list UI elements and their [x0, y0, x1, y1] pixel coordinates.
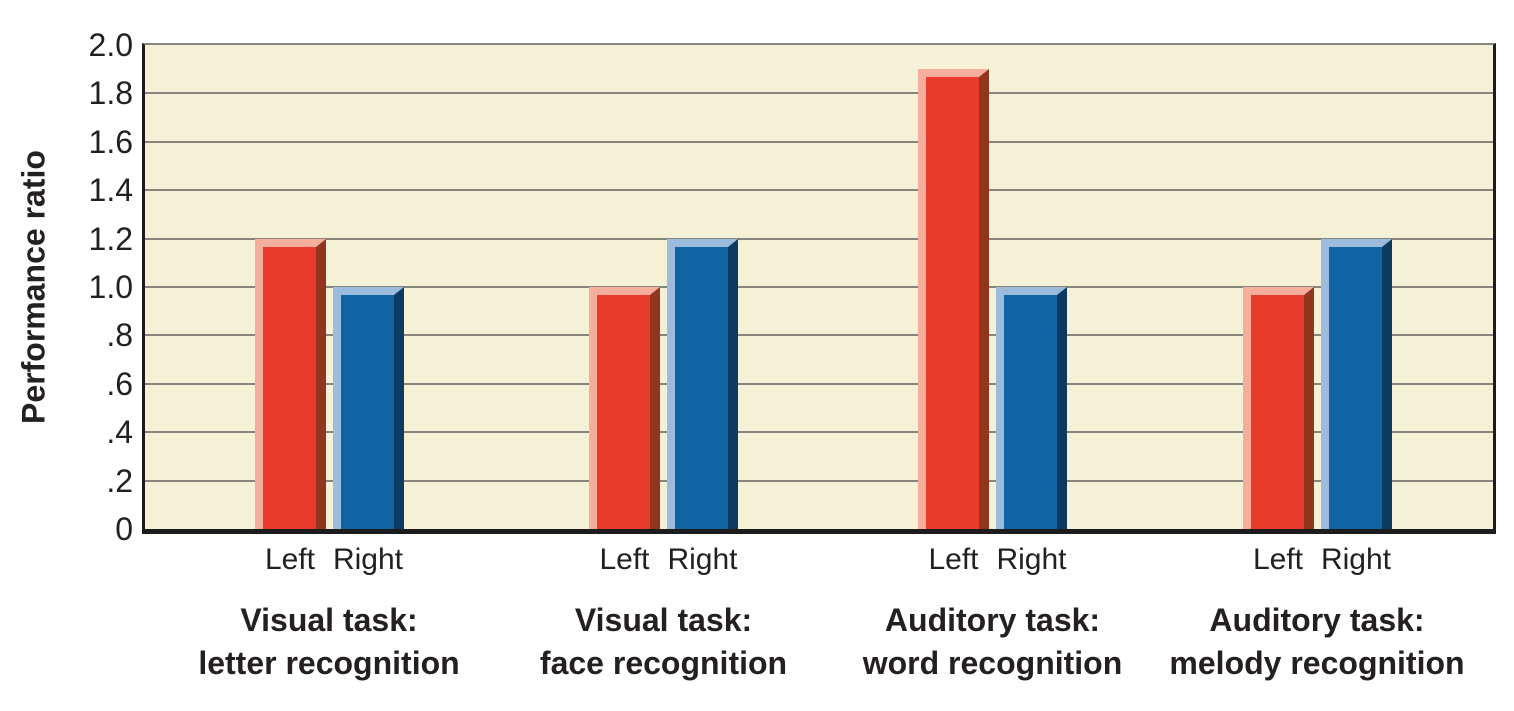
y-tick-label: 1.4 — [88, 172, 133, 209]
bar-right-group-2 — [667, 238, 738, 529]
category-label: Auditory task: melody recognition — [1169, 602, 1465, 681]
bar-sublabel: Left — [264, 543, 316, 576]
bar-right-group-3 — [996, 287, 1067, 529]
bar-left-group-4 — [1242, 287, 1314, 529]
y-tick-label: 1.0 — [88, 269, 133, 305]
y-tick-label: 1.2 — [88, 220, 133, 257]
bar-left-group-2 — [589, 287, 660, 529]
y-tick-label: .2 — [106, 462, 133, 499]
bar-sublabel: Right — [332, 543, 404, 576]
category-label: Visual task: letter recognition — [198, 602, 460, 681]
bar-sublabel: Left — [1252, 543, 1304, 576]
gridline — [145, 189, 1493, 192]
y-tick-label: .6 — [106, 365, 133, 402]
bar-sublabel: Right — [1320, 543, 1392, 576]
gridline — [145, 479, 1493, 482]
bar-right-group-1 — [332, 287, 404, 529]
gridline — [145, 382, 1493, 385]
gridline — [145, 237, 1493, 240]
gridline — [145, 140, 1493, 143]
gridline — [145, 431, 1493, 434]
bar-left-group-3 — [918, 69, 989, 529]
plot-area — [142, 43, 1496, 534]
y-tick-label: 2.0 — [88, 27, 133, 63]
y-tick-label: 0 — [115, 511, 133, 547]
y-tick-label: .4 — [106, 414, 133, 451]
y-tick-label: .8 — [106, 317, 133, 354]
y-tick-label: 1.6 — [88, 123, 133, 160]
bar-sublabel: Left — [928, 543, 979, 576]
gridline — [145, 334, 1493, 337]
bar-sublabel: Right — [996, 543, 1067, 576]
category-label: Visual task: face recognition — [539, 602, 788, 681]
bar-sublabel: Left — [599, 543, 650, 576]
bar-sublabel: Right — [667, 543, 738, 576]
gridline — [145, 92, 1493, 95]
bar-right-group-4 — [1320, 238, 1392, 529]
category-label: Auditory task: word recognition — [862, 602, 1123, 681]
bar-left-group-1 — [254, 238, 326, 529]
gridline — [145, 286, 1493, 288]
y-tick-label: 1.8 — [88, 75, 133, 112]
